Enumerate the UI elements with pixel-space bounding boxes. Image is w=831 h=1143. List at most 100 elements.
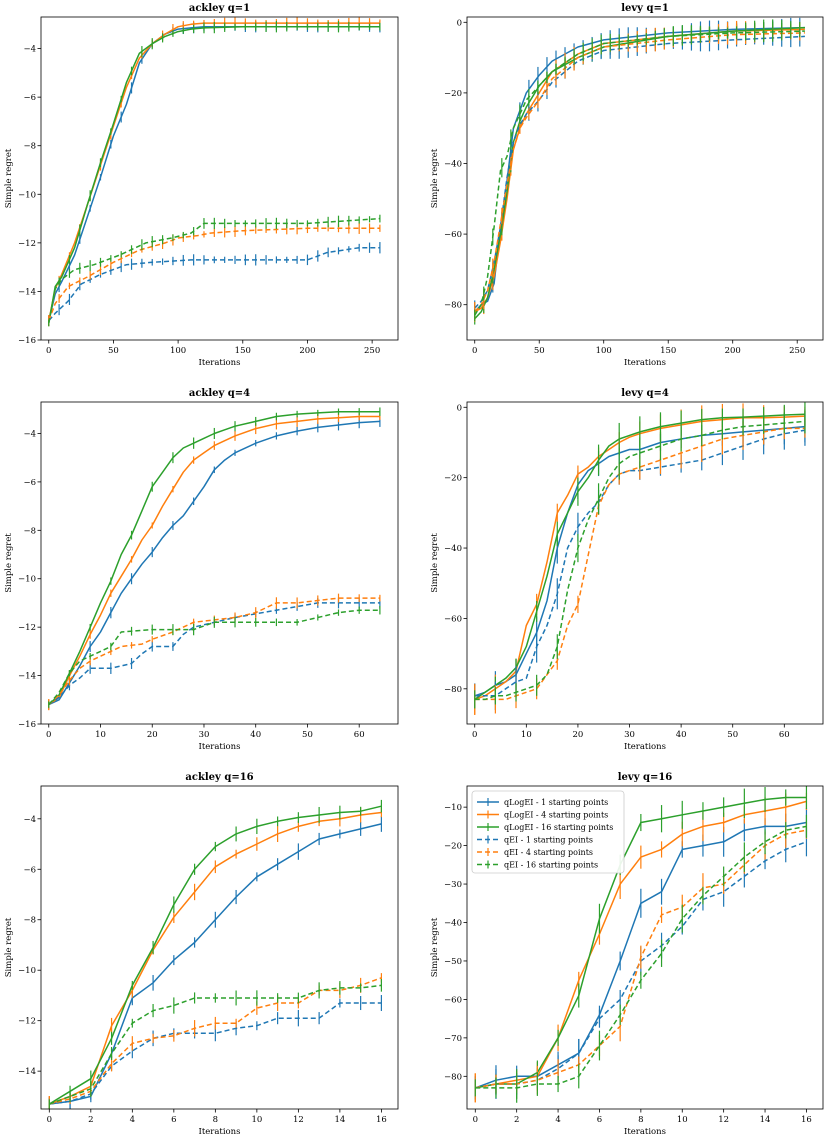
panel-title: ackley q=1	[189, 3, 250, 14]
series-5	[474, 22, 805, 322]
x-tick-label: 0	[472, 346, 477, 356]
series-line	[48, 410, 380, 706]
x-tick-label: 60	[779, 730, 790, 740]
x-axis-label: Iterations	[198, 358, 240, 368]
y-tick-label: −8	[23, 916, 36, 926]
panel-0: ackley q=1 0 50 100 150 200 250 −16 −14 −12 −10 −8 −…	[4, 3, 399, 368]
plot-area	[474, 402, 806, 715]
y-tick-label: −8	[23, 142, 36, 152]
x-tick-label: 0	[46, 346, 51, 356]
series-3	[48, 995, 382, 1109]
series-4	[48, 222, 381, 327]
series-line	[474, 26, 805, 313]
series-5	[48, 605, 381, 708]
x-tick-label: 30	[624, 730, 635, 740]
y-tick-label: −14	[18, 1067, 36, 1077]
series-3	[474, 26, 805, 317]
panel-4: ackley q=16 0 2 4 6 8 10 12 14 16 −14 −12 −10 −8 −6 −4 I…	[4, 772, 399, 1137]
series-4	[474, 24, 805, 322]
x-tick-label: 50	[302, 730, 313, 740]
x-tick-label: 50	[727, 730, 738, 740]
y-tick-label: −10	[18, 190, 36, 200]
x-tick-label: 200	[725, 346, 741, 356]
y-tick-label: −4	[23, 45, 36, 55]
series-line	[48, 217, 380, 324]
y-tick-label: −20	[444, 474, 462, 484]
x-axis-label: Iterations	[624, 742, 666, 752]
x-tick-label: 0	[46, 730, 51, 740]
axes-frame	[466, 16, 824, 341]
legend-label: qLogEI - 16 starting points	[504, 823, 613, 832]
x-tick-label: 16	[801, 1115, 812, 1125]
x-tick-label: 10	[95, 730, 106, 740]
x-tick-label: 2	[88, 1115, 93, 1125]
x-tick-label: 8	[213, 1115, 218, 1125]
x-axis-label: Iterations	[624, 1127, 666, 1137]
y-tick-label: −80	[444, 1072, 462, 1082]
series-line	[49, 1002, 382, 1105]
series-3	[48, 242, 381, 325]
y-tick-label: −10	[18, 966, 36, 976]
x-tick-label: 100	[170, 346, 186, 356]
x-tick-label: 6	[171, 1115, 176, 1125]
legend: qLogEI - 1 starting points qLogEI - 4 sta…	[471, 790, 625, 874]
y-axis-label: Simple regret	[4, 148, 14, 208]
axes-frame	[40, 401, 399, 725]
panel-1: levy q=1 0 50 100 150 200 250 −80 −60 −40 −20 0 Iter…	[430, 3, 824, 368]
plot-area	[474, 786, 808, 1103]
y-tick-label: −14	[18, 672, 36, 682]
x-tick-label: 20	[573, 730, 584, 740]
y-tick-label: −80	[444, 301, 462, 311]
x-tick-label: 0	[472, 730, 477, 740]
y-tick-label: −6	[23, 478, 36, 488]
y-axis-label: Simple regret	[4, 533, 14, 593]
x-tick-label: 14	[760, 1115, 771, 1125]
series-5	[474, 814, 808, 1103]
panel-5: levy q=16 0 2 4 6 8 10 12 14 16 −80 −70 −60 −50 −40 −30…	[430, 772, 824, 1137]
x-tick-label: 10	[521, 730, 532, 740]
x-tick-label: 14	[334, 1115, 345, 1125]
series-1	[48, 412, 381, 711]
x-tick-label: 30	[199, 730, 210, 740]
y-axis-label: Simple regret	[4, 917, 14, 977]
x-tick-label: 10	[251, 1115, 262, 1125]
y-tick-label: −16	[18, 336, 36, 346]
y-tick-label: −12	[18, 1017, 36, 1027]
x-tick-label: 50	[534, 346, 545, 356]
y-tick-label: −50	[444, 957, 462, 967]
y-tick-label: −80	[444, 685, 462, 695]
y-axis-label: Simple regret	[430, 148, 440, 208]
x-tick-label: 40	[676, 730, 687, 740]
series-line	[48, 415, 380, 706]
x-tick-label: 250	[789, 346, 805, 356]
plot-area	[474, 17, 805, 325]
x-tick-label: 150	[235, 346, 251, 356]
panel-title: ackley q=16	[185, 772, 253, 783]
x-tick-label: 20	[147, 730, 158, 740]
series-5	[48, 979, 382, 1109]
series-1	[474, 20, 805, 322]
plot-area	[48, 17, 381, 327]
y-tick-label: −30	[444, 880, 462, 890]
series-0	[48, 815, 382, 1109]
panel-3: levy q=4 0 10 20 30 40 50 60 −80 −60 −40 −20 0 Iterat…	[430, 388, 824, 752]
x-tick-label: 6	[597, 1115, 602, 1125]
y-tick-label: −6	[23, 93, 36, 103]
x-tick-label: 12	[293, 1115, 304, 1125]
y-tick-label: −16	[18, 720, 36, 730]
y-tick-label: −70	[444, 1034, 462, 1044]
y-tick-label: −12	[18, 623, 36, 633]
y-tick-label: −40	[444, 159, 462, 169]
axes-frame	[40, 16, 399, 341]
x-axis-label: Iterations	[624, 358, 666, 368]
x-tick-label: 10	[677, 1115, 688, 1125]
series-2	[48, 799, 382, 1109]
legend-box	[471, 790, 625, 874]
x-axis-label: Iterations	[198, 742, 240, 752]
y-tick-label: −10	[444, 803, 462, 813]
legend-label: qEI - 1 starting points	[504, 836, 593, 845]
x-tick-label: 0	[473, 1115, 478, 1125]
legend-label: qLogEI - 1 starting points	[504, 798, 608, 807]
panel-title: ackley q=4	[189, 388, 250, 399]
